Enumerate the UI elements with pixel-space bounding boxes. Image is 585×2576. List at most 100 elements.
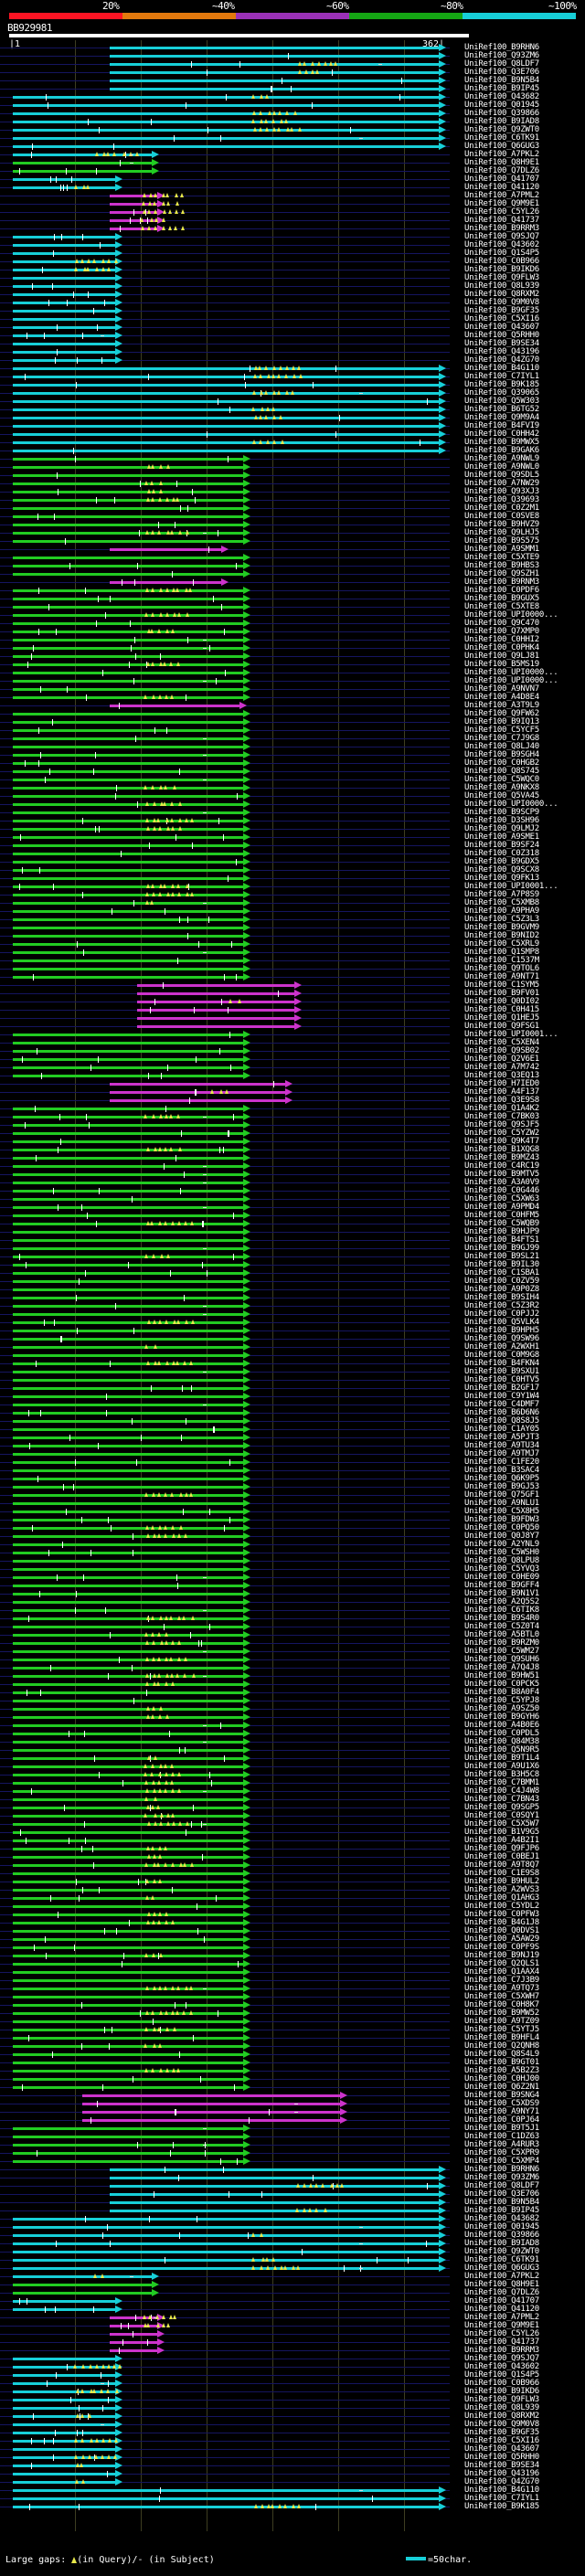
alignment-track-row[interactable] (0, 249, 585, 258)
alignment-track-row[interactable] (0, 858, 585, 866)
hit-label[interactable]: UniRef100_A4B2I1 (464, 1836, 539, 1845)
hsp-bar[interactable] (13, 137, 439, 140)
hit-label[interactable]: UniRef100_C4DMF7 (464, 1400, 539, 1409)
hsp-bar[interactable] (13, 1149, 243, 1151)
hit-label[interactable]: UniRef100_C5XPR9 (464, 2148, 539, 2157)
alignment-track-row[interactable] (0, 1680, 585, 1689)
hsp-bar[interactable] (13, 2012, 243, 2015)
hit-label[interactable]: UniRef100_A9NT71 (464, 972, 539, 981)
hsp-bar[interactable] (110, 2325, 157, 2327)
hsp-bar[interactable] (13, 524, 243, 526)
hsp-bar[interactable] (13, 1034, 243, 1036)
hsp-bar[interactable] (13, 1527, 243, 1530)
hsp-bar[interactable] (13, 869, 243, 872)
alignment-track-row[interactable] (0, 809, 585, 817)
hit-label[interactable]: UniRef100_Q9M9A4 (464, 413, 539, 422)
hsp-bar[interactable] (13, 170, 152, 173)
hsp-bar[interactable] (13, 2407, 115, 2410)
alignment-track-row[interactable] (0, 2223, 585, 2231)
hsp-bar[interactable] (82, 2103, 340, 2105)
hit-label[interactable]: UniRef100_Q9SJQ7 (464, 232, 539, 241)
alignment-track-row[interactable] (0, 850, 585, 858)
hit-label[interactable]: UniRef100_Q41737 (464, 216, 539, 225)
alignment-track-row[interactable] (0, 266, 585, 274)
hsp-bar[interactable] (13, 631, 243, 633)
hit-label[interactable]: UniRef100_C0HGB2 (464, 758, 539, 768)
hit-label[interactable]: UniRef100_B9GFF4 (464, 1581, 539, 1590)
hit-label[interactable]: UniRef100_Q9FSG1 (464, 1022, 539, 1031)
hsp-bar[interactable] (13, 803, 243, 806)
alignment-track-row[interactable] (0, 1853, 585, 1861)
alignment-track-row[interactable] (0, 1343, 585, 1352)
alignment-track-row[interactable] (0, 1310, 585, 1319)
hit-label[interactable]: UniRef100_C0HHI2 (464, 635, 539, 644)
hit-label[interactable]: UniRef100_C0PHK4 (464, 643, 539, 652)
hsp-bar[interactable] (13, 1502, 243, 1505)
hsp-bar[interactable] (13, 244, 115, 247)
hit-label[interactable]: UniRef100_A9NY71 (464, 2107, 539, 2116)
hit-label[interactable]: UniRef100_A9TMJ7 (464, 1449, 539, 1458)
hit-label[interactable]: UniRef100_Q43682 (464, 92, 539, 101)
hit-label[interactable]: UniRef100_UPI0001... (464, 882, 558, 891)
hsp-bar[interactable] (13, 811, 243, 814)
alignment-track-row[interactable] (0, 644, 585, 652)
hit-label[interactable]: UniRef100_C0H8K7 (464, 2000, 539, 2009)
hit-label[interactable]: UniRef100_Q9SUH6 (464, 1655, 539, 1664)
hit-label[interactable]: UniRef100_A5BTL0 (464, 1630, 539, 1639)
alignment-track-row[interactable] (0, 1968, 585, 1977)
alignment-track-row[interactable] (0, 414, 585, 422)
alignment-track-row[interactable] (0, 2001, 585, 2009)
hit-label[interactable]: UniRef100_C0HH42 (464, 429, 539, 439)
alignment-track-row[interactable] (0, 694, 585, 702)
hsp-bar[interactable] (110, 548, 221, 551)
hit-label[interactable]: UniRef100_Q8S745 (464, 767, 539, 776)
hit-label[interactable]: UniRef100_B9S575 (464, 536, 539, 546)
alignment-track-row[interactable] (0, 1335, 585, 1343)
hsp-bar[interactable] (110, 581, 221, 584)
alignment-track-row[interactable] (0, 735, 585, 743)
hsp-bar[interactable] (13, 154, 152, 156)
alignment-track-row[interactable] (0, 529, 585, 537)
alignment-track-row[interactable] (0, 2100, 585, 2108)
hit-label[interactable]: UniRef100_Q1SMP8 (464, 948, 539, 957)
alignment-track-row[interactable] (0, 1121, 585, 1129)
hit-label[interactable]: UniRef100_B9SXU1 (464, 1367, 539, 1376)
hit-label[interactable]: UniRef100_C1FE20 (464, 1458, 539, 1467)
alignment-track-row[interactable] (0, 1935, 585, 1944)
hsp-bar[interactable] (13, 1872, 243, 1875)
hit-label[interactable]: UniRef100_A3T9L9 (464, 701, 539, 710)
hsp-bar[interactable] (110, 228, 157, 230)
hit-label[interactable]: UniRef100_Q7DLZ6 (464, 166, 539, 175)
alignment-track-row[interactable] (0, 2207, 585, 2215)
alignment-track-row[interactable] (0, 1393, 585, 1401)
hsp-bar[interactable] (13, 902, 243, 905)
alignment-track-row[interactable] (0, 1236, 585, 1245)
hit-label[interactable]: UniRef100_B9SE34 (464, 2461, 539, 2470)
hit-label[interactable]: UniRef100_C0ZV59 (464, 1277, 539, 1286)
alignment-track-row[interactable] (0, 1261, 585, 1269)
alignment-track-row[interactable] (0, 118, 585, 126)
hit-label[interactable]: UniRef100_Q9ZWT0 (464, 125, 539, 134)
hsp-bar[interactable] (13, 672, 243, 674)
hit-label[interactable]: UniRef100_B9GJ99 (464, 1244, 539, 1253)
hsp-bar[interactable] (13, 376, 439, 378)
hsp-bar[interactable] (13, 2415, 115, 2418)
hit-label[interactable]: UniRef100_Q93XJ3 (464, 487, 539, 496)
hsp-bar[interactable] (13, 1963, 243, 1966)
hit-label[interactable]: UniRef100_A7Q4J8 (464, 1663, 539, 1672)
hit-label[interactable]: UniRef100_Q3EQ13 (464, 1071, 539, 1080)
hit-label[interactable]: UniRef100_B9HPH5 (464, 1326, 539, 1335)
hsp-bar[interactable] (13, 1362, 243, 1365)
hit-label[interactable]: UniRef100_Q9FJP6 (464, 1844, 539, 1853)
hit-label[interactable]: UniRef100_Q8LPU8 (464, 1556, 539, 1565)
alignment-track-row[interactable] (0, 1417, 585, 1426)
alignment-track-row[interactable] (0, 2067, 585, 2075)
hsp-bar[interactable] (13, 1338, 243, 1341)
hit-label[interactable]: UniRef100_C1DZ63 (464, 2132, 539, 2141)
alignment-track-row[interactable] (0, 1911, 585, 1919)
hsp-bar[interactable] (13, 2366, 115, 2369)
hit-label[interactable]: UniRef100_Q41120 (464, 183, 539, 192)
alignment-track-row[interactable] (0, 2380, 585, 2388)
hsp-bar[interactable] (13, 540, 243, 543)
hsp-bar[interactable] (13, 1938, 243, 1941)
